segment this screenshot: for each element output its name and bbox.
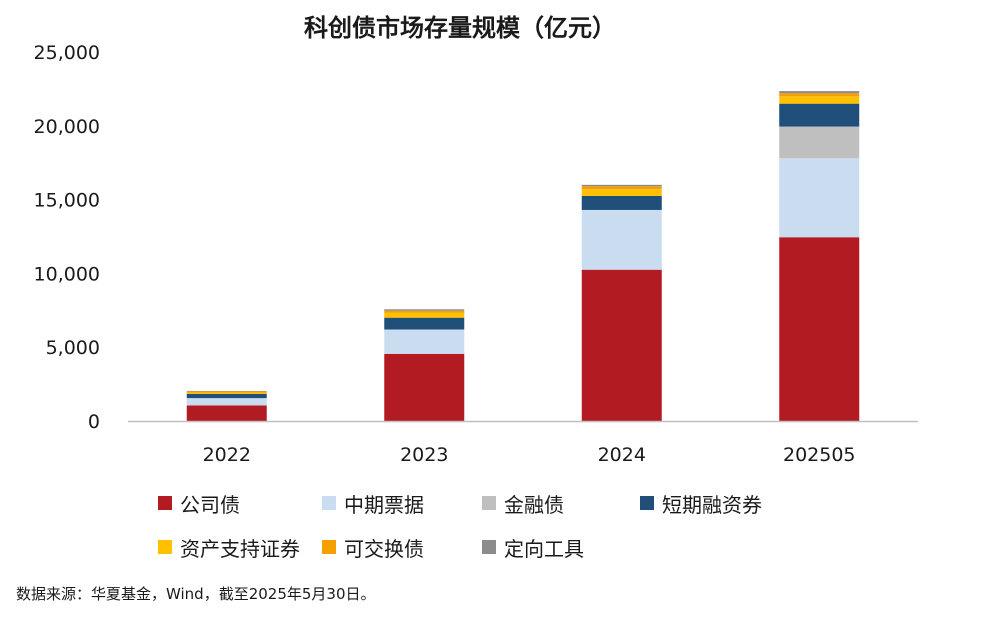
bar-segment — [186, 393, 267, 399]
bar-segment — [581, 189, 662, 196]
x-tick-label: 202505 — [783, 444, 856, 466]
legend-label: 定向工具 — [504, 536, 584, 561]
x-tick-label: 2022 — [203, 444, 251, 466]
legend-swatch — [322, 540, 336, 554]
stacked-bar-chart: 0 5,000 10,000 15,000 20,000 25,000 2022 2023 20… — [34, 42, 918, 466]
legend-label: 公司债 — [180, 492, 240, 517]
legend-item: 定向工具 — [482, 532, 584, 562]
legend-item: 中期票据 — [322, 488, 424, 518]
legend-label: 中期票据 — [344, 492, 424, 517]
bar-segment — [779, 237, 860, 421]
bar-segment — [186, 391, 267, 393]
bar-segment — [384, 312, 465, 318]
bar-segment — [384, 317, 465, 330]
legend-item: 公司债 — [158, 488, 240, 518]
source-note: 数据来源：华夏基金，Wind，截至2025年5月30日。 — [16, 585, 376, 603]
bar-segment — [384, 353, 465, 421]
y-tick-label: 20,000 — [34, 116, 100, 138]
y-tick-label: 25,000 — [34, 42, 100, 64]
bar-segment — [779, 126, 860, 159]
legend-item: 可交换债 — [322, 532, 424, 562]
bar-segment — [186, 405, 267, 421]
y-tick-label: 0 — [88, 411, 100, 433]
x-tick-label: 2023 — [400, 444, 448, 466]
bar-segment — [581, 269, 662, 421]
legend-swatch — [640, 496, 654, 510]
bar-segment — [779, 103, 860, 127]
bar-segment — [779, 96, 860, 104]
legend-swatch — [482, 540, 496, 554]
y-tick-label: 5,000 — [46, 337, 100, 359]
legend-swatch — [482, 496, 496, 510]
bar-segment — [581, 186, 662, 190]
bar-segment — [779, 158, 860, 238]
legend-label: 金融债 — [504, 492, 564, 517]
x-tick-label: 2024 — [598, 444, 646, 466]
legend-item: 短期融资券 — [640, 488, 762, 518]
legend-label: 短期融资券 — [662, 492, 762, 517]
legend-item: 金融债 — [482, 488, 564, 518]
y-tick-label: 15,000 — [34, 190, 100, 212]
legend-swatch — [322, 496, 336, 510]
bar-segment — [581, 209, 662, 270]
bar-segment — [779, 93, 860, 97]
bar-segment — [581, 184, 662, 187]
legend-label: 可交换债 — [344, 536, 424, 561]
legend-label: 资产支持证券 — [180, 536, 300, 561]
legend-swatch — [158, 496, 172, 510]
chart-title: 科创债市场存量规模（亿元） — [304, 14, 616, 42]
bar-segment — [384, 310, 465, 313]
bar-segment — [186, 392, 267, 394]
y-tick-label: 10,000 — [34, 263, 100, 285]
bar-segment — [384, 309, 465, 311]
legend-item: 资产支持证券 — [158, 532, 300, 562]
legend-swatch — [158, 540, 172, 554]
bar-segment — [384, 329, 465, 354]
bar-segment — [779, 91, 860, 94]
bar-segment — [581, 195, 662, 210]
bar-segment — [186, 398, 267, 406]
